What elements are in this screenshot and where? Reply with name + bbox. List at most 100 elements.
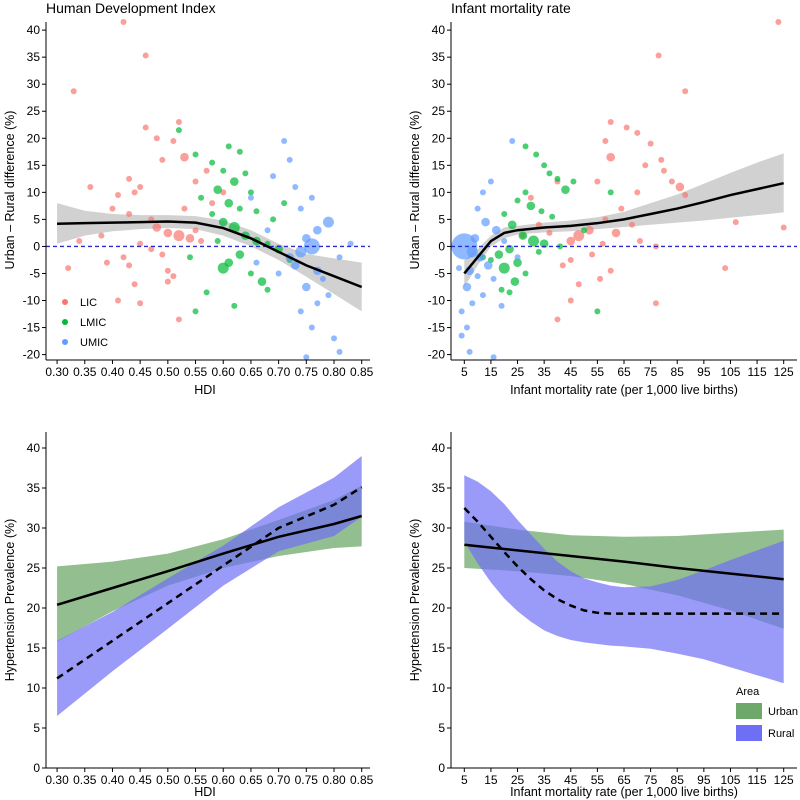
point-lic [159,156,166,163]
point-lmic [281,200,288,207]
y-tick-label-imr_diff: 0 [438,239,445,253]
point-umic [347,240,354,247]
x-tick-label-imr_prev: 115 [748,773,767,787]
point-lic [611,228,621,238]
point-lmic [535,248,542,255]
y-tick-label-imr_prev: 35 [432,481,446,495]
point-lic [647,140,654,147]
y-tick-label-imr_prev: 40 [432,441,446,455]
y-tick-label-hdi_prev: 15 [27,641,41,655]
x-tick-label-hdi_prev: 0.70 [267,773,291,787]
smooth-fit-line [463,181,784,275]
point-umic [455,265,462,272]
panel-title-imr: Infant mortality rate [451,0,571,16]
smooth-fit-line [57,220,363,289]
x-axis-title-imr-top: Infant mortality rate (per 1,000 live bi… [510,383,738,397]
x-tick-label-imr_prev: 55 [591,773,605,787]
point-umic [297,308,304,315]
x-tick-label-hdi_diff: 0.80 [322,365,346,379]
y-tick-label-hdi_prev: 20 [27,601,41,615]
ci-band-rural [57,456,362,716]
y-tick-label-hdi_prev: 35 [27,481,41,495]
x-tick-label-imr_prev: 85 [671,773,685,787]
x-tick-label-imr_prev: 25 [511,773,525,787]
point-lmic [522,270,529,277]
point-lmic [501,210,508,217]
point-lic [185,234,195,243]
x-tick-label-imr_prev: 35 [537,773,551,787]
x-tick-label-hdi_diff: 0.30 [45,365,69,379]
x-tick-label-imr_prev: 5 [461,773,468,787]
point-lic [559,262,566,269]
point-lic [76,238,83,245]
point-lic [173,230,185,242]
y-tick-label-hdi_prev: 25 [27,561,41,575]
x-tick-label-imr_diff: 105 [720,365,740,379]
point-umic [331,335,337,342]
point-lmic [187,254,193,261]
y-axis-title-diff-left: Urban – Rural difference (%) [3,111,17,270]
point-lic [175,119,182,126]
point-lic [732,219,739,226]
point-lic [682,192,689,199]
point-umic [514,254,521,261]
panel-imr-difference: Infant mortality rate Infant mortality r… [408,0,797,397]
y-tick-label-imr_diff: -15 [428,321,446,335]
fit-line-urban [464,543,784,581]
x-tick-label-imr_diff: 65 [617,365,631,379]
point-umic [308,194,315,201]
point-lmic [513,258,522,267]
point-lic [567,297,574,304]
point-lmic [514,197,521,204]
y-tick-label-imr_prev: 30 [432,521,446,535]
point-umic [322,216,334,228]
point-lic [652,300,659,307]
point-lic [597,275,604,282]
point-lic [546,229,553,236]
x-tick-label-imr_diff: 125 [774,365,794,379]
point-lic [209,200,216,207]
point-lmic [522,143,529,150]
point-lic [642,162,649,169]
point-lic [148,246,155,253]
y-tick-label-hdi_diff: 15 [27,158,41,172]
point-lic [618,205,625,212]
point-lic [131,189,138,196]
point-lmic [247,270,254,277]
point-umic [247,194,254,201]
point-lic [780,224,787,231]
point-lic [137,183,144,190]
x-tick-label-hdi_prev: 0.55 [184,773,208,787]
legend-area: Area Urban Rural [736,686,798,741]
point-lic [109,205,116,212]
point-lic [137,240,144,247]
point-umic [325,292,332,299]
y-tick-label-imr_prev: 0 [438,761,445,775]
x-tick-label-imr_diff: 95 [697,365,711,379]
point-lmic [224,198,234,208]
x-tick-label-imr_diff: 45 [564,365,578,379]
point-umic [292,183,299,190]
y-tick-label-hdi_diff: 0 [33,239,40,253]
y-tick-label-imr_prev: 25 [432,561,446,575]
point-lmic [214,238,221,245]
point-umic [491,225,501,235]
point-umic [253,259,260,266]
x-tick-label-hdi_diff: 0.60 [212,365,236,379]
x-tick-label-imr_prev: 125 [774,773,794,787]
point-lic [527,194,534,201]
point-umic [297,205,304,212]
point-lic [170,137,177,144]
point-lmic [507,220,517,230]
point-umic [498,302,505,309]
point-lic [575,281,582,288]
x-tick-label-hdi_prev: 0.60 [212,773,236,787]
point-umic [295,246,307,258]
x-tick-label-hdi_diff: 0.70 [267,365,291,379]
point-umic [264,227,271,234]
point-lic [120,19,127,25]
point-lic [602,137,609,144]
point-umic [479,292,486,299]
panel-hdi-difference: Human Development Index HDI Urban – Rura… [3,0,374,397]
y-tick-label-imr_diff: 35 [432,50,446,64]
